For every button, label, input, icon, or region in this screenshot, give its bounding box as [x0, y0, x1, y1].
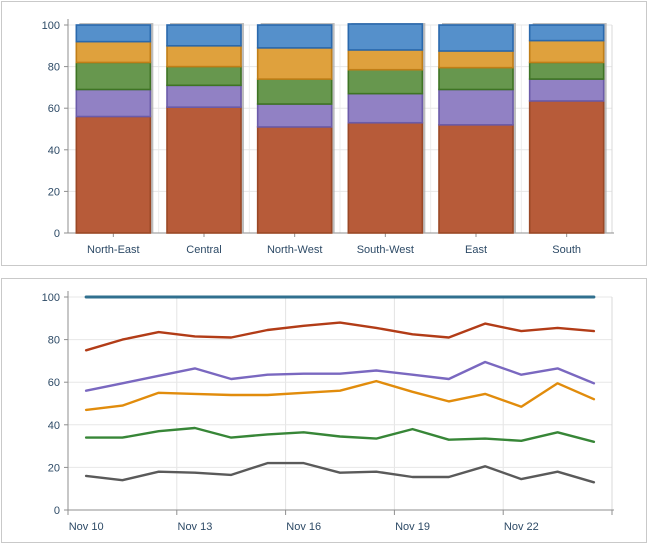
- bar-segment-brick-segment-south-west[interactable]: [347, 121, 424, 234]
- bar-segment-brick-segment-east[interactable]: [438, 124, 514, 234]
- bar-segment-green-segment-north-west[interactable]: [256, 78, 333, 105]
- y-tick-label: 20: [48, 186, 60, 198]
- bar-segment-orange-segment-south-west[interactable]: [347, 49, 424, 71]
- bar-segment-brick-segment-north-east[interactable]: [75, 115, 152, 234]
- bar-segment-orange-segment-north-west[interactable]: [256, 47, 333, 80]
- bar-segment-purple-segment-north-west[interactable]: [256, 103, 333, 128]
- y-tick-label: 80: [48, 62, 60, 74]
- y-tick-label: 0: [54, 505, 60, 517]
- bar-segment-green-segment-central[interactable]: [166, 65, 242, 87]
- bar-segment-brick-segment-central[interactable]: [166, 106, 242, 234]
- line-chart-panel: 0 20 40 60 80 100 Nov 10 Nov 13 Nov 16 Nov 19 Nov …: [1, 278, 647, 543]
- line-series-gray-line[interactable]: [84, 461, 596, 484]
- bar-segment-orange-segment-north-east[interactable]: [75, 40, 152, 64]
- bar-segment-purple-segment-north-east[interactable]: [75, 88, 152, 118]
- line-chart: 0 20 40 60 80 100 Nov 10 Nov 13 Nov 16 Nov 19 Nov …: [42, 291, 614, 533]
- line-series-red-line[interactable]: [84, 321, 596, 352]
- bar-segment-green-segment-south[interactable]: [528, 61, 605, 80]
- y-tick-label: 0: [54, 228, 60, 240]
- x-tick-label: Nov 19: [395, 521, 430, 533]
- x-category-label: South: [552, 244, 581, 256]
- x-category-label: South-West: [357, 244, 414, 256]
- x-category-label: Central: [186, 244, 221, 256]
- x-tick-label: Nov 16: [286, 521, 321, 533]
- y-tick-label: 80: [48, 335, 60, 347]
- bar-segment-blue-segment-east[interactable]: [438, 24, 514, 52]
- bar-segment-blue-segment-north-east[interactable]: [75, 24, 152, 43]
- bar-segment-brick-segment-south[interactable]: [528, 100, 605, 234]
- y-tick-label: 60: [48, 103, 60, 115]
- bar-segment-purple-segment-east[interactable]: [438, 88, 514, 126]
- bar-segment-brick-segment-north-west[interactable]: [256, 126, 333, 234]
- stacked-bar-panel: 0 20 40 60 80 100 North-East Central North-West S…: [1, 1, 647, 266]
- line-series-purple-line[interactable]: [84, 360, 596, 392]
- x-tick-label: Nov 22: [504, 521, 539, 533]
- bar-segment-blue-segment-south[interactable]: [528, 24, 605, 42]
- y-tick-label: 100: [42, 292, 60, 304]
- x-category-label: East: [465, 244, 487, 256]
- x-tick-label: Nov 13: [178, 521, 213, 533]
- bar-segment-orange-segment-east[interactable]: [438, 50, 514, 69]
- line-series-green-line[interactable]: [84, 426, 596, 444]
- bar-segment-orange-segment-south[interactable]: [528, 39, 605, 64]
- x-category-label: North-West: [267, 244, 322, 256]
- bar-segment-purple-segment-south[interactable]: [528, 78, 605, 102]
- y-tick-label: 60: [48, 377, 60, 389]
- x-tick-label: Nov 10: [69, 521, 104, 533]
- bar-segment-blue-segment-central[interactable]: [166, 24, 242, 47]
- bar-segment-purple-segment-central[interactable]: [166, 84, 242, 108]
- y-tick-label: 40: [48, 145, 60, 157]
- bar-segment-purple-segment-south-west[interactable]: [347, 92, 424, 124]
- bar-segment-green-segment-north-east[interactable]: [75, 61, 152, 91]
- bar-segment-blue-segment-north-west[interactable]: [256, 24, 333, 49]
- line-series-orange-line[interactable]: [84, 379, 596, 412]
- bar-segment-green-segment-east[interactable]: [438, 66, 514, 91]
- y-tick-label: 100: [42, 20, 60, 32]
- y-tick-label: 40: [48, 420, 60, 432]
- bar-segment-blue-segment-south-west[interactable]: [347, 23, 424, 51]
- bar-segment-green-segment-south-west[interactable]: [347, 68, 424, 95]
- bar-segment-orange-segment-central[interactable]: [166, 44, 242, 68]
- stacked-bar-chart: 0 20 40 60 80 100 North-East Central North-West S…: [42, 19, 614, 256]
- x-category-label: North-East: [87, 244, 140, 256]
- y-tick-label: 20: [48, 462, 60, 474]
